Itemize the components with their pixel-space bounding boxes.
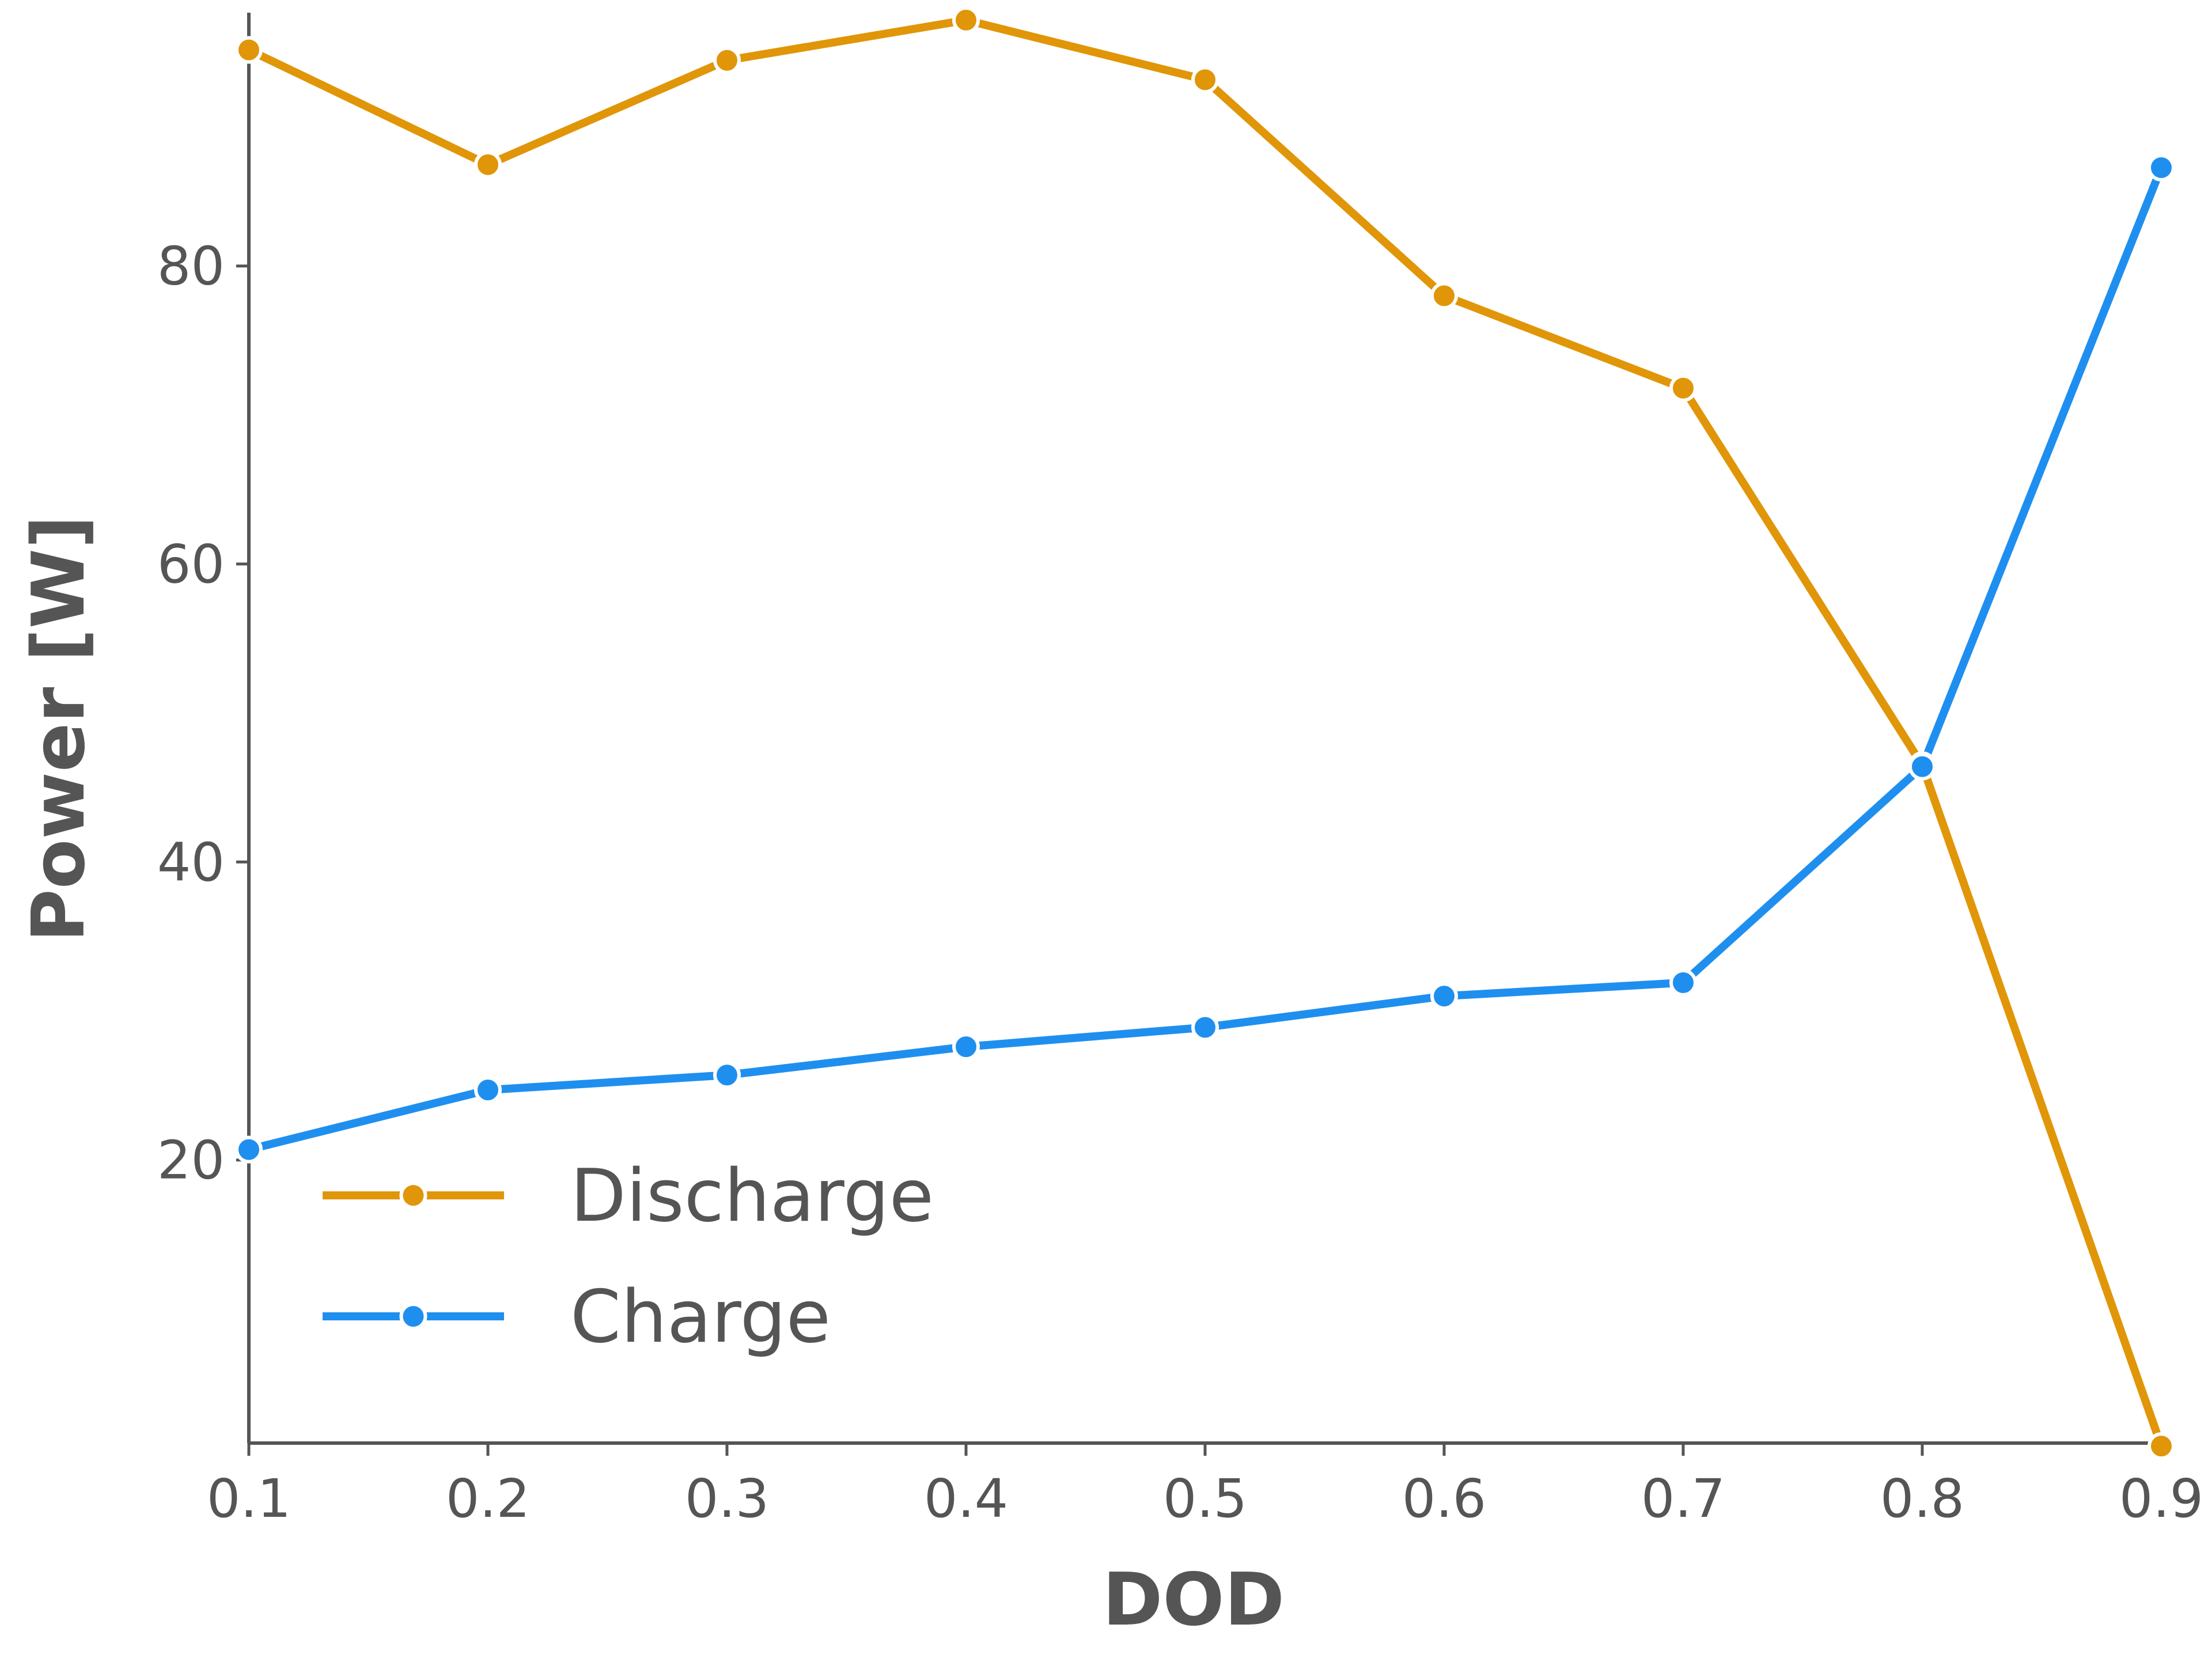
axes-layer: 0.1 0.2 0.3 0.4 0.5 0.6 0.7 0.8 0.9 20 40 60 80 [157, 13, 2203, 1530]
legend: Discharge Charge [323, 1153, 934, 1359]
x-tick-label: 0.2 [446, 1468, 530, 1530]
charge-series-line [248, 166, 2165, 1154]
series-points-layer [235, 6, 2175, 1460]
discharge-data-point [952, 6, 980, 34]
x-tick-label: 0.1 [207, 1468, 291, 1530]
charge-data-point [474, 1076, 502, 1104]
y-tick-label: 80 [157, 236, 225, 297]
charge-data-point [235, 1135, 263, 1164]
y-tick-label: 60 [157, 533, 225, 595]
charge-data-point [952, 1033, 980, 1061]
discharge-data-point [235, 36, 263, 64]
series-lines-layer [247, 16, 2165, 1448]
discharge-data-point [474, 150, 502, 179]
discharge-data-point [713, 46, 741, 74]
charge-data-point [713, 1061, 741, 1089]
discharge-data-point [1669, 374, 1697, 402]
charge-data-point [2147, 153, 2175, 181]
discharge-data-point [2147, 1432, 2175, 1460]
x-tick-label: 0.6 [1402, 1468, 1486, 1530]
x-tick-label: 0.3 [685, 1468, 769, 1530]
discharge-legend-label: Discharge [570, 1153, 934, 1238]
x-tick-label: 0.4 [924, 1468, 1008, 1530]
charge-data-point [1669, 968, 1697, 997]
y-axis-title: Power [W] [16, 516, 101, 942]
charge-data-point [1908, 752, 1936, 781]
y-tick-label: 40 [157, 831, 225, 893]
x-tick-label: 0.8 [1880, 1468, 1964, 1530]
x-tick-label: 0.9 [2119, 1468, 2203, 1530]
charge-data-point [1191, 1013, 1219, 1042]
y-tick-label: 20 [157, 1130, 225, 1191]
charge-data-point [1430, 982, 1458, 1010]
x-tick-label: 0.5 [1163, 1468, 1247, 1530]
discharge-data-point [1430, 282, 1458, 310]
x-tick-label: 0.7 [1641, 1468, 1725, 1530]
charge-legend-marker [399, 1303, 427, 1330]
charge-legend-label: Charge [570, 1274, 831, 1359]
discharge-data-point [1191, 66, 1219, 94]
discharge-legend-marker [399, 1182, 427, 1209]
discharge-series-line [247, 16, 2165, 1448]
x-axis-title: DOD [1103, 1557, 1285, 1642]
